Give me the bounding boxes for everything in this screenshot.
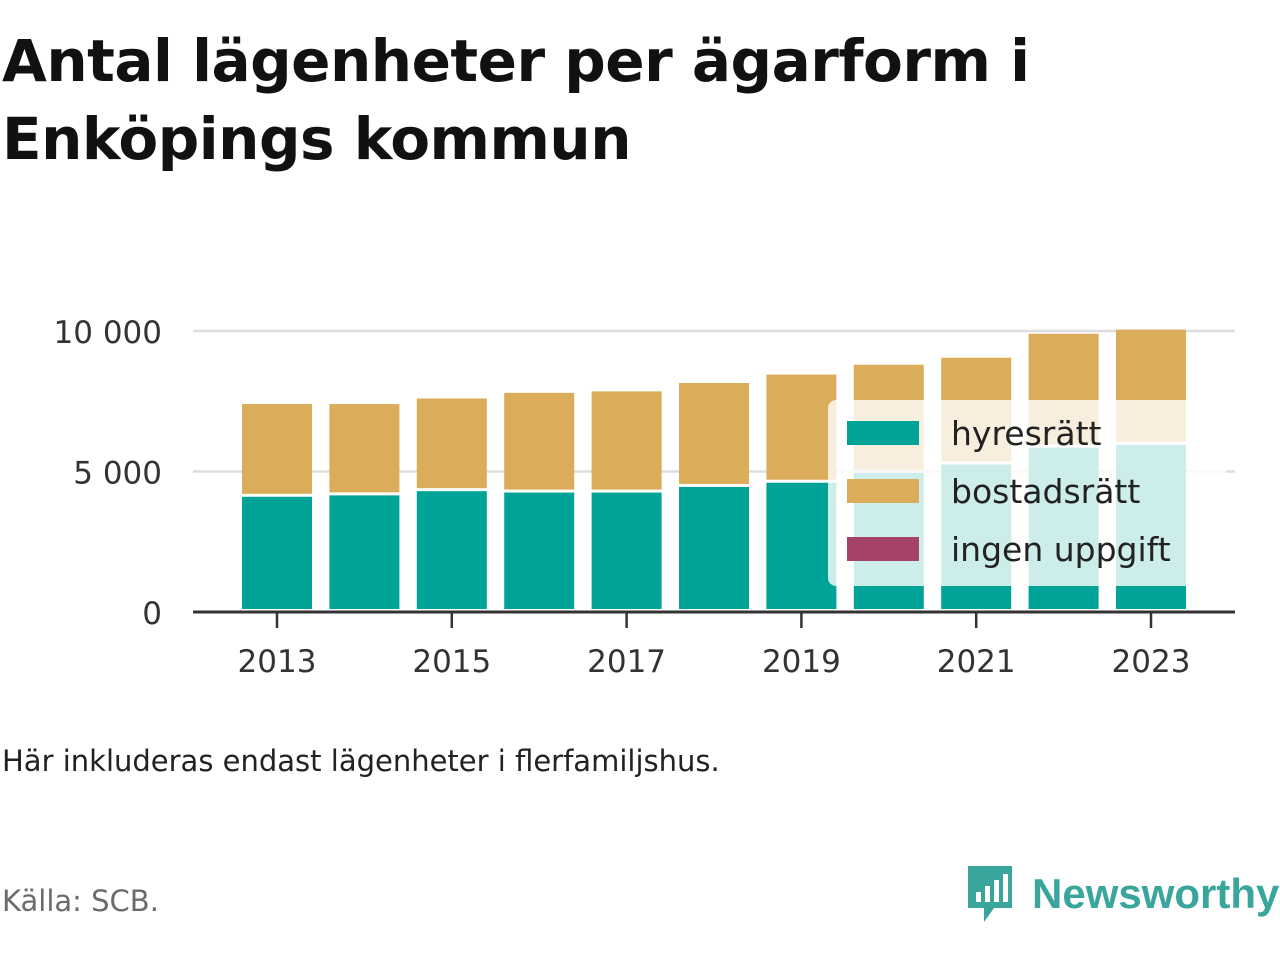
x-tick-label: 2015 [412,644,491,680]
bar-bostadsrätt-2016 [504,392,575,490]
bar-hyresrätt-2015 [416,491,487,609]
legend-box [828,400,1226,586]
y-tick-label: 10 000 [54,315,162,351]
y-tick-label: 0 [142,596,162,632]
source-text: Källa: SCB. [2,884,159,918]
legend-label: bostadsrätt [951,472,1140,511]
legend-swatch [847,537,919,561]
legend-swatch [847,421,919,445]
bar-bostadsrätt-2018 [679,382,749,484]
bar-bostadsrätt-2017 [591,391,662,490]
bar-bostadsrätt-2015 [416,398,487,489]
newsworthy-logo: Newsworthy [964,862,1279,926]
x-tick-label: 2019 [762,644,841,680]
x-tick-label: 2023 [1112,644,1191,680]
x-tick-label: 2013 [238,644,317,680]
bar-hyresrätt-2016 [504,492,575,609]
y-tick-label: 5 000 [73,456,162,492]
bar-hyresrätt-2013 [242,496,312,609]
bar-bostadsrätt-2019 [766,374,837,480]
stacked-bar-chart: 0 5 000 10 000 2013 2015 2017 2019 2021 2023 hyre… [54,315,1235,680]
x-tick-label: 2021 [937,644,1016,680]
bar-hyresrätt-2018 [679,486,749,609]
legend-label: ingen uppgift [951,530,1171,569]
bar-bostadsrätt-2013 [242,404,312,494]
x-tick-label: 2017 [587,644,666,680]
bar-hyresrätt-2014 [329,495,400,609]
bar-bostadsrätt-2014 [329,404,400,493]
legend-swatch [847,479,919,503]
chart-note: Här inkluderas endast lägenheter i flerf… [2,744,720,778]
legend-label: hyresrätt [951,414,1102,453]
brand-name: Newsworthy [1032,870,1280,917]
chart-speech-bubble-icon [968,866,1012,922]
chart-title: Antal lägenheter per ägarform i Enköping… [2,27,1030,173]
bar-hyresrätt-2017 [591,492,662,609]
bar-hyresrätt-2019 [766,482,837,609]
